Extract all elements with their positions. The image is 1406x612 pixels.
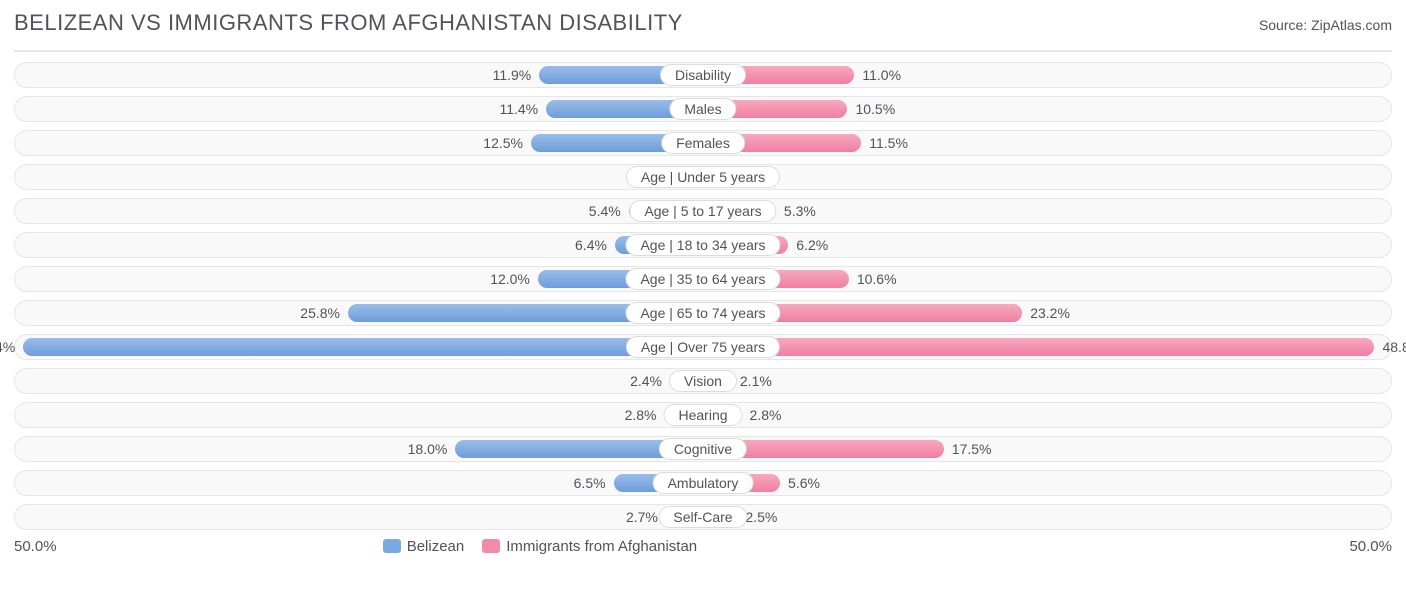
chart-row: 2.4% 2.1%Vision	[14, 368, 1392, 394]
category-pill: Ambulatory	[653, 472, 754, 494]
header: BELIZEAN VS IMMIGRANTS FROM AFGHANISTAN …	[14, 10, 1392, 36]
category-pill: Cognitive	[659, 438, 747, 460]
legend-label: Immigrants from Afghanistan	[506, 538, 697, 555]
chart-row: 5.4% 5.3% Age | 5 to 17 years	[14, 198, 1392, 224]
chart-row: 2.8% 2.8% Hearing	[14, 402, 1392, 428]
value-label-right: 10.6%	[857, 267, 897, 291]
value-label-left: 6.5%	[574, 471, 606, 495]
chart-row: 11.9% 11.0% Disability	[14, 62, 1392, 88]
value-label-left: 2.8%	[625, 403, 657, 427]
value-label-right: 10.5%	[855, 97, 895, 121]
category-pill: Males	[669, 98, 736, 120]
value-label-right: 2.8%	[750, 403, 782, 427]
category-pill: Self-Care	[658, 506, 747, 528]
bar-right	[703, 338, 1374, 356]
value-label-right: 48.8%	[1382, 335, 1406, 359]
value-label-left: 5.4%	[589, 199, 621, 223]
legend-item-afghanistan: Immigrants from Afghanistan	[482, 538, 697, 555]
value-label-left: 25.8%	[300, 301, 340, 325]
category-pill: Age | 65 to 74 years	[625, 302, 780, 324]
legend-swatch-pink	[482, 539, 500, 553]
category-pill: Age | 5 to 17 years	[629, 200, 776, 222]
chart-row: 18.0% 17.5% Cognitive	[14, 436, 1392, 462]
source-credit: Source: ZipAtlas.com	[1259, 17, 1392, 33]
value-label-right: 6.2%	[796, 233, 828, 257]
value-label-right: 5.6%	[788, 471, 820, 495]
chart-row: 2.7% 2.5%Self-Care	[14, 504, 1392, 530]
value-label-right: 2.1%	[740, 369, 772, 393]
category-pill: Disability	[660, 64, 746, 86]
axis-max-left: 50.0%	[14, 538, 57, 555]
bar-left	[23, 338, 703, 356]
value-label-right: 11.5%	[869, 131, 908, 155]
chart-title: BELIZEAN VS IMMIGRANTS FROM AFGHANISTAN …	[14, 10, 683, 36]
category-pill: Age | 35 to 64 years	[625, 268, 780, 290]
source-name: ZipAtlas.com	[1311, 17, 1392, 33]
axis-max-right: 50.0%	[1349, 538, 1392, 555]
legend-label: Belizean	[407, 538, 465, 555]
chart-footer: 50.0% Belizean Immigrants from Afghanist…	[14, 538, 1392, 555]
value-label-right: 11.0%	[862, 63, 901, 87]
category-pill: Vision	[669, 370, 737, 392]
value-label-right: 2.5%	[745, 505, 777, 529]
category-pill: Hearing	[663, 404, 742, 426]
category-pill: Age | 18 to 34 years	[625, 234, 780, 256]
legend-swatch-blue	[383, 539, 401, 553]
chart-row: 6.5% 5.6% Ambulatory	[14, 470, 1392, 496]
chart-row: 12.0% 10.6% Age | 35 to 64 years	[14, 266, 1392, 292]
legend-item-belizean: Belizean	[383, 538, 465, 555]
chart-row: 12.5% 11.5% Females	[14, 130, 1392, 156]
value-label-right: 5.3%	[784, 199, 816, 223]
value-label-left: 12.5%	[483, 131, 523, 155]
chart-row: 25.8% 23.2% Age | 65 to 74 years	[14, 300, 1392, 326]
value-label-left: 18.0%	[408, 437, 448, 461]
category-pill: Age | Under 5 years	[626, 166, 780, 188]
category-pill: Age | Over 75 years	[626, 336, 780, 358]
value-label-left: 11.9%	[493, 63, 532, 87]
chart-row: 6.4% 6.2% Age | 18 to 34 years	[14, 232, 1392, 258]
value-label-right: 17.5%	[952, 437, 992, 461]
category-pill: Females	[661, 132, 745, 154]
legend: Belizean Immigrants from Afghanistan	[383, 538, 697, 555]
value-label-right: 23.2%	[1030, 301, 1070, 325]
value-label-left: 12.0%	[490, 267, 530, 291]
value-label-left: 6.4%	[575, 233, 607, 257]
source-label: Source:	[1259, 17, 1311, 33]
value-label-left: 49.4%	[0, 335, 15, 359]
value-label-left: 2.7%	[626, 505, 658, 529]
chart-row: 49.4%48.8%Age | Over 75 years	[14, 334, 1392, 360]
value-label-left: 11.4%	[499, 97, 538, 121]
chart-row: 11.4% 10.5% Males	[14, 96, 1392, 122]
value-label-left: 2.4%	[630, 369, 662, 393]
diverging-bar-chart: 11.9% 11.0% Disability 11.4% 10.5% Males 12.5%…	[14, 50, 1392, 530]
chart-row: 1.2%0.91%Age | Under 5 years	[14, 164, 1392, 190]
